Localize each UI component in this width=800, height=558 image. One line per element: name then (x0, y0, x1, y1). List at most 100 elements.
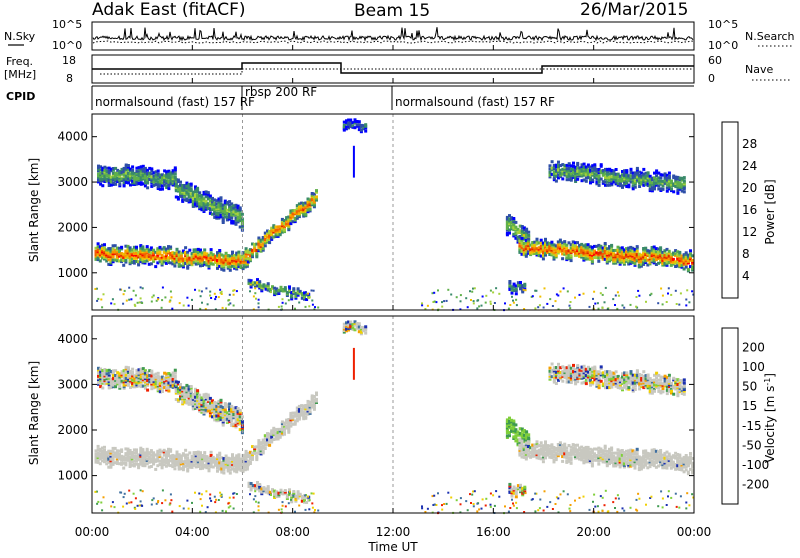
power-echo-cell (515, 292, 518, 295)
power-echo-cell (642, 168, 645, 171)
power-echo-cell (141, 245, 144, 248)
power-echo-cell (539, 304, 541, 306)
freq-label-line1: Freq. (6, 55, 33, 68)
power-echo-cell (546, 303, 548, 305)
power-echo-cell (598, 308, 600, 310)
power-echo-cell (140, 286, 142, 288)
power-echo-cell (650, 293, 652, 295)
power-echo-cell (540, 239, 543, 242)
power-echo-cell (278, 306, 280, 308)
power-echo-cell (470, 299, 472, 301)
power-echo-cell (174, 173, 177, 176)
power-echo-cell (542, 257, 545, 260)
power-echo-cell (494, 302, 496, 304)
power-echo-cell (544, 238, 547, 241)
velocity-echo-cell (122, 467, 125, 470)
velocity-echo-cell (174, 375, 177, 378)
beam-label: Beam 15 (354, 1, 430, 21)
power-echo-cell (159, 251, 162, 254)
noise-sky-label: N.Sky (4, 30, 36, 43)
power-echo-cell (183, 305, 185, 307)
power-echo-cell (312, 304, 314, 306)
power-echo-cell (597, 260, 600, 263)
velocity-echo-cell (527, 437, 530, 440)
power-echo-cell (516, 304, 518, 306)
power-echo-cell (683, 190, 686, 193)
power-echo-cell (559, 239, 562, 242)
power-echo-cell (592, 298, 594, 300)
power-echo-cell (214, 293, 216, 295)
power-echo-cell (268, 241, 271, 244)
power-echo-cell (437, 289, 439, 291)
power-echo-cell (207, 191, 210, 194)
velocity-echo-cell (190, 390, 193, 393)
power-echo-cell (309, 296, 311, 298)
power-echo-cell (460, 294, 462, 296)
power-echo-cell (513, 302, 515, 304)
velocity-echo-cell (188, 451, 191, 454)
velocity-echo-cell (131, 371, 134, 374)
power-ytick-label: 4000 (57, 130, 88, 144)
power-echo-cell (170, 296, 172, 298)
power-echo-cell (308, 305, 310, 307)
velocity-echo-cell (514, 423, 517, 426)
power-echo-cell (101, 306, 103, 308)
power-echo-cell (523, 283, 526, 286)
velocity-echo-cell (241, 415, 244, 418)
velocity-echo-cell (527, 433, 530, 436)
power-echo-cell (123, 293, 125, 295)
velocity-echo-cell (267, 485, 270, 488)
power-echo-cell (135, 246, 138, 249)
power-echo-cell (297, 287, 300, 290)
power-echo-cell (504, 302, 506, 304)
power-echo-cell (294, 308, 296, 310)
power-echo-cell (100, 299, 102, 301)
power-echo-cell (481, 305, 483, 307)
power-echo-cell (569, 307, 571, 309)
velocity-echo-cell (231, 453, 234, 456)
power-echo-cell (557, 295, 559, 297)
power-echo-cell (668, 250, 671, 253)
power-echo-cell (591, 260, 594, 263)
power-echo-cell (492, 291, 494, 293)
power-echo-cell (508, 308, 510, 310)
velocity-echo-cell (570, 462, 573, 465)
power-echo-cell (636, 245, 639, 248)
power-echo-cell (262, 247, 265, 250)
power-echo-cell (249, 290, 251, 292)
power-echo-cell (258, 280, 261, 283)
power-echo-cell (358, 120, 361, 123)
power-echo-cell (112, 298, 114, 300)
power-echo-cell (678, 251, 681, 254)
power-ytick-label: 3000 (57, 175, 88, 189)
power-echo-cell (689, 249, 692, 252)
velocity-echo-cell (283, 431, 286, 434)
velocity-echo-cell (542, 460, 545, 463)
power-echo-cell (615, 295, 617, 297)
velocity-echo-cell (255, 455, 258, 458)
power-echo-cell (270, 291, 272, 293)
power-echo-cell (200, 295, 202, 297)
velocity-echo-cell (237, 453, 240, 456)
power-echo-cell (482, 296, 484, 298)
power-echo-cell (662, 295, 664, 297)
power-echo-cell (657, 302, 659, 304)
power-echo-cell (527, 238, 530, 241)
power-echo-cell (255, 252, 258, 255)
velocity-echo-cell (114, 385, 117, 388)
power-echo-cell (569, 305, 571, 307)
power-echo-cell (612, 298, 614, 300)
freq-tick-top: 18 (62, 54, 76, 67)
power-echo-cell (476, 300, 478, 302)
power-echo-cell (441, 301, 443, 303)
power-echo-cell (188, 305, 190, 307)
velocity-echo-cell (264, 447, 267, 450)
power-echo-cell (508, 232, 511, 235)
power-echo-cell (311, 290, 313, 292)
power-echo-cell (196, 187, 199, 190)
power-echo-cell (675, 290, 677, 292)
power-echo-cell (124, 290, 126, 292)
power-echo-cell (446, 300, 448, 302)
velocity-echo-cell (190, 385, 193, 388)
power-echo-cell (218, 296, 220, 298)
